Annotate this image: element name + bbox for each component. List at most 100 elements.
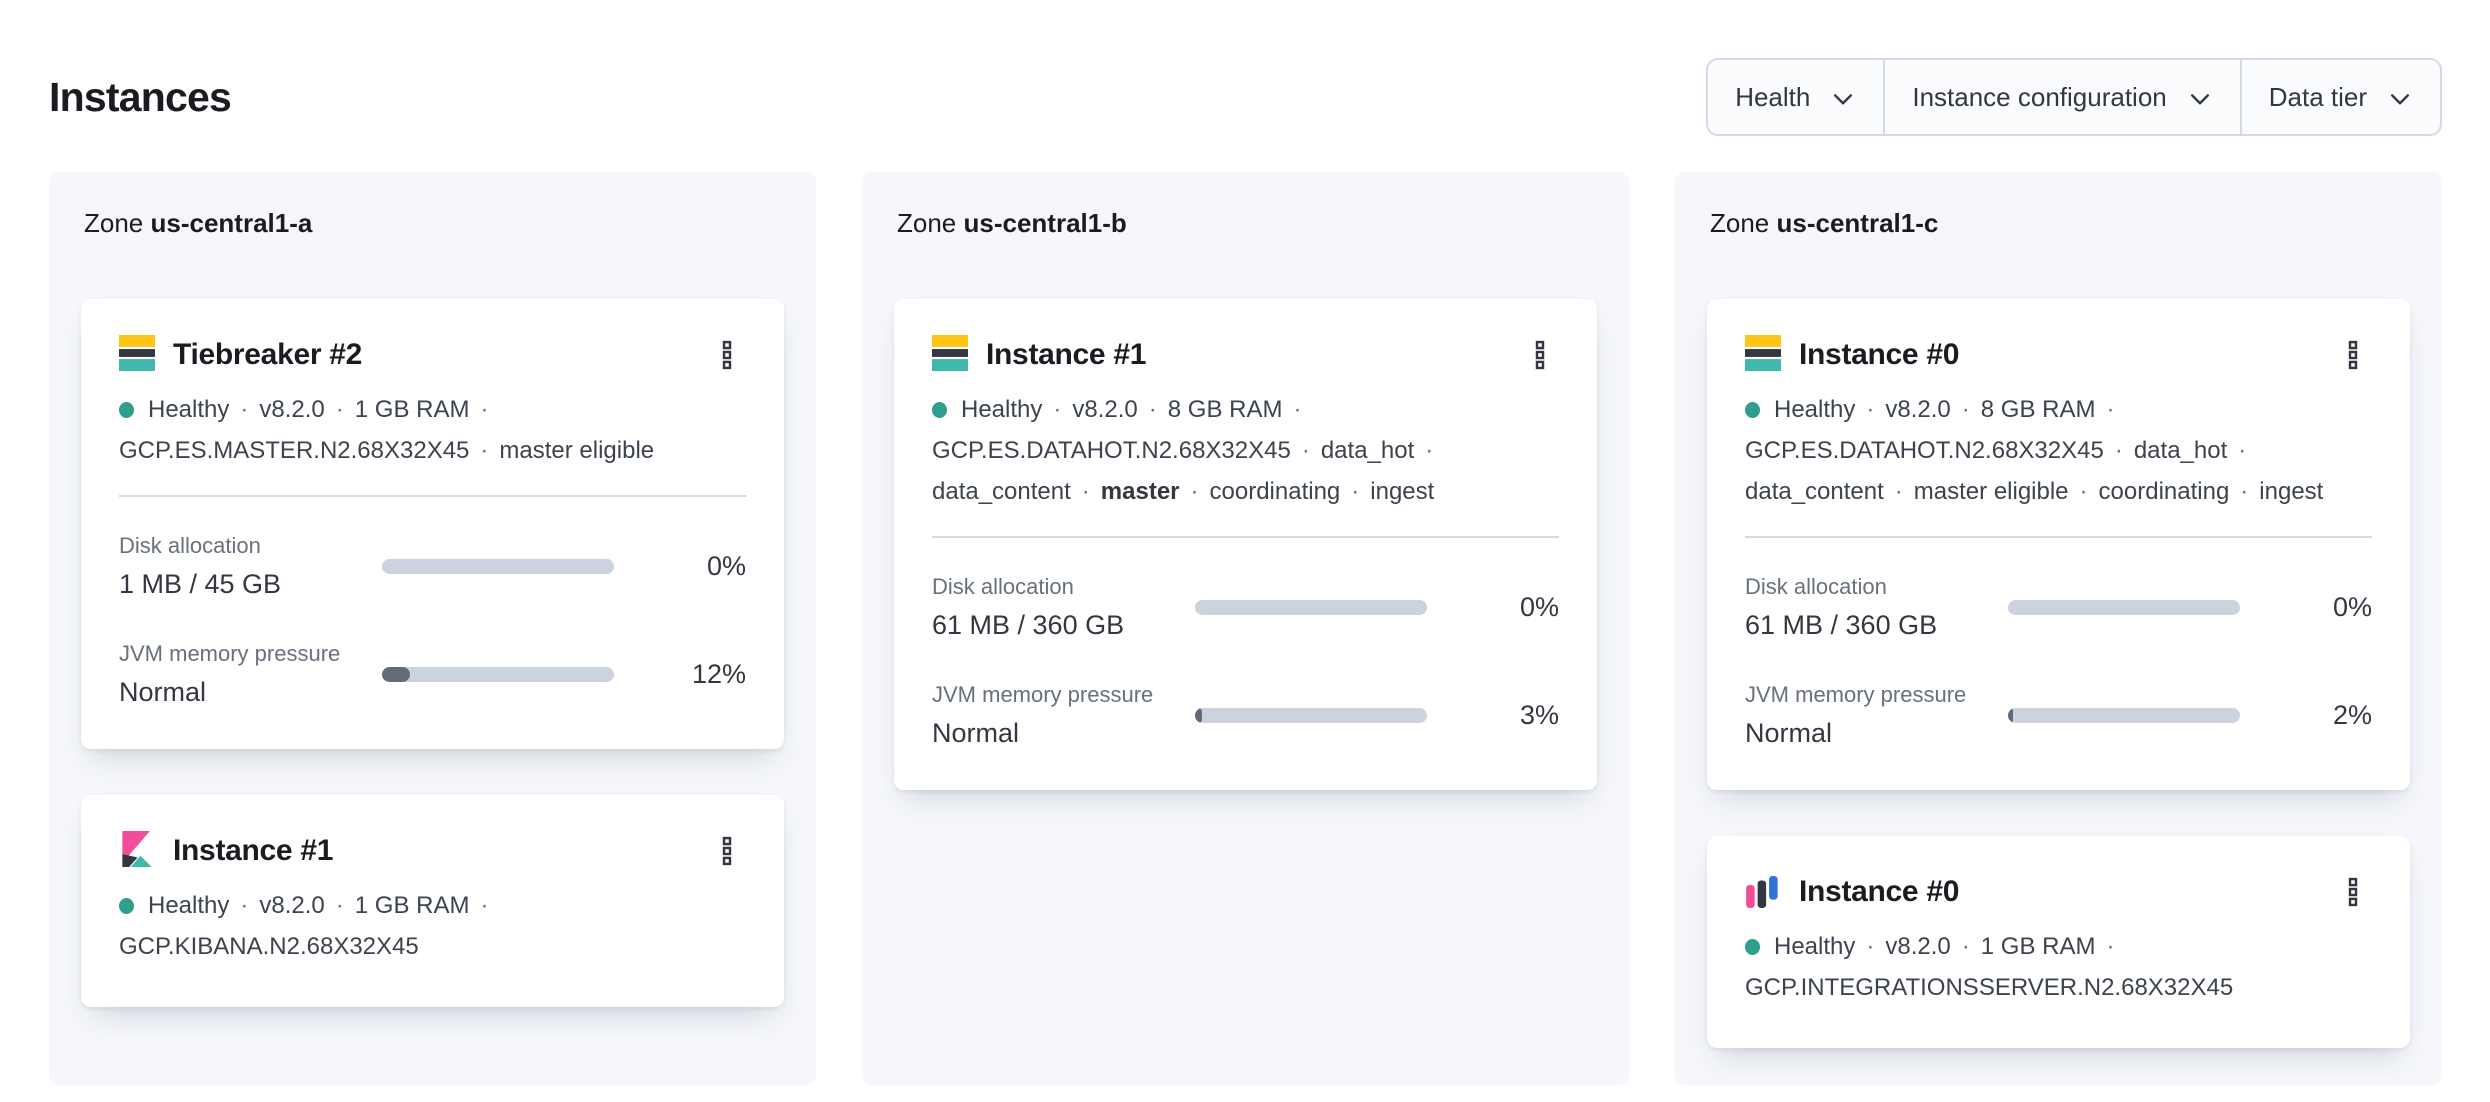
meta-token: master (1100, 478, 1180, 505)
dot-separator: · (1961, 396, 1970, 423)
instance-meta: Healthy · v8.2.0 · 1 GB RAM · GCP.ES.MASTER.N2… (119, 389, 746, 471)
zone-title: Zone us-central1-a (84, 204, 784, 242)
filter-instance-configuration-dropdown[interactable]: Instance configuration (1883, 60, 2239, 134)
boxes-vertical-icon (722, 340, 732, 370)
dot-separator: · (335, 892, 344, 919)
card-menu-button[interactable] (1521, 336, 1559, 374)
metric-percent: 0% (1519, 591, 1559, 622)
card-header: Instance #0 (1745, 333, 2372, 377)
meta-token: Healthy (148, 396, 230, 423)
instance-card-es-0: Instance #0 Healthy · v8.2.0 · 8 GB RAM · GCP.… (1707, 299, 2410, 790)
filter-data-tier-dropdown[interactable]: Data tier (2239, 60, 2440, 134)
dot-separator: · (1148, 396, 1157, 423)
progress-fill (382, 666, 410, 682)
filter-label: Health (1735, 81, 1811, 112)
card-header: Instance #0 (1745, 870, 2372, 914)
chevron-down-icon (2190, 93, 2209, 104)
metric-value: 1 MB / 45 GB (119, 569, 282, 599)
card-menu-button[interactable] (708, 336, 746, 374)
instance-meta: Healthy · v8.2.0 · 1 GB RAM · GCP.KIBANA.N2.68… (119, 885, 746, 967)
metric-value: Normal (1745, 718, 1833, 748)
metric-label: Disk allocation (119, 533, 261, 558)
meta-token: data_content (932, 478, 1071, 505)
card-menu-button[interactable] (2334, 336, 2372, 374)
health-dot-icon (119, 402, 134, 418)
dot-separator: · (1293, 396, 1302, 423)
boxes-vertical-icon (2348, 877, 2358, 907)
dot-separator: · (2079, 478, 2088, 505)
metric-label: JVM memory pressure (119, 641, 341, 666)
metric-label: JVM memory pressure (1745, 682, 1967, 707)
disk-allocation-metric: Disk allocation 61 MB / 360 GB 0% (1745, 572, 2372, 642)
progress-bar (2008, 707, 2240, 723)
meta-token: Healthy (148, 892, 230, 919)
boxes-vertical-icon (1535, 340, 1545, 370)
filter-label: Instance configuration (1912, 81, 2167, 112)
dot-separator: · (1351, 478, 1360, 505)
health-dot-icon (1745, 939, 1760, 955)
metric-percent: 0% (706, 550, 746, 581)
card-header: Instance #1 (119, 829, 746, 873)
dot-separator: · (335, 396, 344, 423)
zones-container: Zone us-central1-a Tiebreaker #2 Healthy… (49, 172, 2442, 1085)
metric-label: Disk allocation (932, 574, 1074, 599)
meta-token: data_hot (2133, 437, 2228, 464)
elasticsearch-logo-icon (119, 335, 155, 376)
meta-token: v8.2.0 (259, 396, 325, 423)
dot-separator: · (1081, 478, 1090, 505)
jvm-memory-pressure-metric: JVM memory pressure Normal 3% (932, 680, 1559, 750)
meta-token: coordinating (2098, 478, 2230, 505)
filter-health-dropdown[interactable]: Health (1708, 60, 1883, 134)
boxes-vertical-icon (2348, 340, 2358, 370)
zone-column-us-central1-c: Zone us-central1-c Instance #0 Healthy · v… (1675, 172, 2442, 1085)
dot-separator: · (2238, 437, 2247, 464)
metric-value: 61 MB / 360 GB (1745, 610, 1938, 640)
card-title: Instance #1 (173, 834, 334, 867)
divider (119, 495, 746, 497)
card-menu-button[interactable] (2334, 873, 2372, 911)
page-header: Instances Health Instance configuration … (49, 58, 2442, 136)
meta-token: Healthy (1774, 933, 1856, 960)
elasticsearch-logo-icon (1745, 335, 1781, 376)
progress-fill (2008, 707, 2013, 723)
zone-title: Zone us-central1-b (897, 204, 1597, 242)
card-header: Instance #1 (932, 333, 1559, 377)
instance-meta: Healthy · v8.2.0 · 1 GB RAM · GCP.INTEGRATIONS… (1745, 926, 2372, 1008)
meta-token: master eligible (1913, 478, 2069, 505)
instance-card-tiebreaker-2: Tiebreaker #2 Healthy · v8.2.0 · 1 GB RAM · GC… (81, 299, 784, 749)
boxes-vertical-icon (722, 836, 732, 866)
health-dot-icon (932, 402, 947, 418)
progress-bar (382, 666, 614, 682)
metric-percent: 2% (2332, 699, 2372, 730)
integrations-server-logo-icon (1745, 872, 1781, 913)
instance-card-kibana-1: Instance #1 Healthy · v8.2.0 · 1 GB RAM · GCP.… (81, 795, 784, 1007)
kibana-logo-icon (119, 830, 155, 872)
zone-column-us-central1-a: Zone us-central1-a Tiebreaker #2 Healthy… (49, 172, 816, 1085)
jvm-memory-pressure-metric: JVM memory pressure Normal 2% (1745, 680, 2372, 750)
card-title: Instance #0 (1799, 875, 1960, 908)
zone-label: Zone (897, 208, 957, 238)
meta-token: GCP.INTEGRATIONSSERVER.N2.68X32X45 (1745, 974, 2234, 1001)
meta-token: 1 GB RAM (354, 892, 470, 919)
meta-token: 1 GB RAM (354, 396, 470, 423)
zone-title: Zone us-central1-c (1710, 204, 2410, 242)
zone-column-us-central1-b: Zone us-central1-b Instance #1 Healthy · v… (862, 172, 1629, 1085)
zone-name: us-central1-c (1776, 208, 1939, 238)
dot-separator: · (480, 437, 489, 464)
dot-separator: · (1301, 437, 1310, 464)
metric-label: Disk allocation (1745, 574, 1887, 599)
dot-separator: · (480, 396, 489, 423)
metric-value: Normal (932, 718, 1020, 748)
dot-separator: · (2106, 933, 2115, 960)
metric-value: 61 MB / 360 GB (932, 610, 1125, 640)
meta-token: master eligible (499, 437, 655, 464)
dot-separator: · (1190, 478, 1199, 505)
jvm-memory-pressure-metric: JVM memory pressure Normal 12% (119, 639, 746, 709)
card-menu-button[interactable] (708, 832, 746, 870)
card-header: Tiebreaker #2 (119, 333, 746, 377)
card-title: Tiebreaker #2 (173, 338, 363, 371)
metric-percent: 12% (691, 658, 746, 689)
health-dot-icon (119, 898, 134, 914)
meta-token: Healthy (961, 396, 1043, 423)
meta-token: ingest (2259, 478, 2324, 505)
